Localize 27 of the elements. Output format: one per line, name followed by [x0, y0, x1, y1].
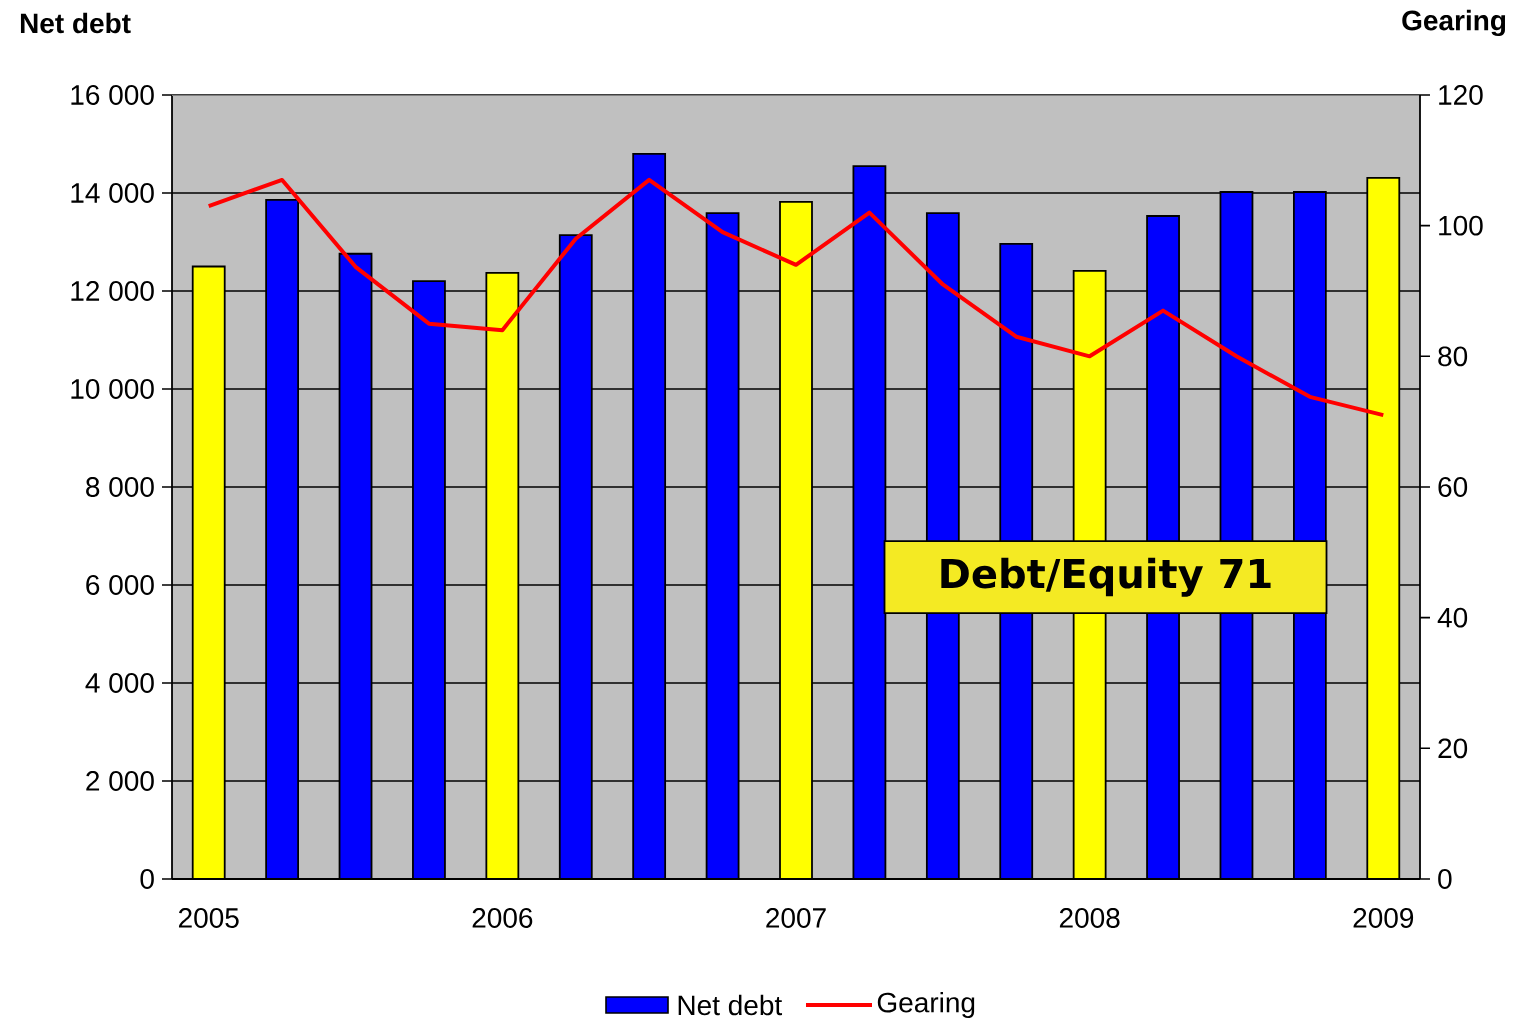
y2-tick-label: 100 — [1439, 215, 1483, 236]
x-tick-label: 2007 — [766, 908, 826, 928]
y-tick-label: 14 000 — [71, 183, 154, 203]
x-tick-label: 2008 — [1059, 908, 1120, 928]
y2-tick-label: 120 — [1439, 85, 1483, 105]
y-tick-label: 16 000 — [71, 85, 154, 105]
y2-tick-label: 0 — [1438, 869, 1452, 889]
y2-tick-label: 40 — [1437, 607, 1468, 628]
x-tick-label: 2005 — [178, 908, 239, 928]
y-tick-label: 10 000 — [71, 379, 154, 399]
legend-label: Gearing — [877, 991, 975, 1019]
y2-tick-label: 60 — [1438, 477, 1468, 497]
y-tick-label: 2 000 — [86, 771, 154, 791]
x-tick-label: 2006 — [472, 908, 533, 928]
y-tick-label: 12 000 — [71, 281, 154, 301]
legend-label: Net debt — [678, 994, 783, 1016]
y-tick-label: 4 000 — [85, 673, 154, 693]
y2-tick-label: 80 — [1438, 346, 1468, 367]
y-tick-label: 0 — [140, 869, 154, 889]
y2-tick-label: 20 — [1438, 738, 1468, 759]
y-tick-label: 6 000 — [86, 575, 154, 595]
x-tick-label: 2009 — [1353, 908, 1414, 928]
y-tick-label: 8 000 — [86, 477, 154, 497]
y-axis-title: Net debt — [20, 12, 131, 34]
annotation: Debt/Equity 71 — [941, 557, 1271, 597]
line-series — [206, 177, 1386, 418]
y2-axis-title: Gearing — [1402, 9, 1506, 37]
